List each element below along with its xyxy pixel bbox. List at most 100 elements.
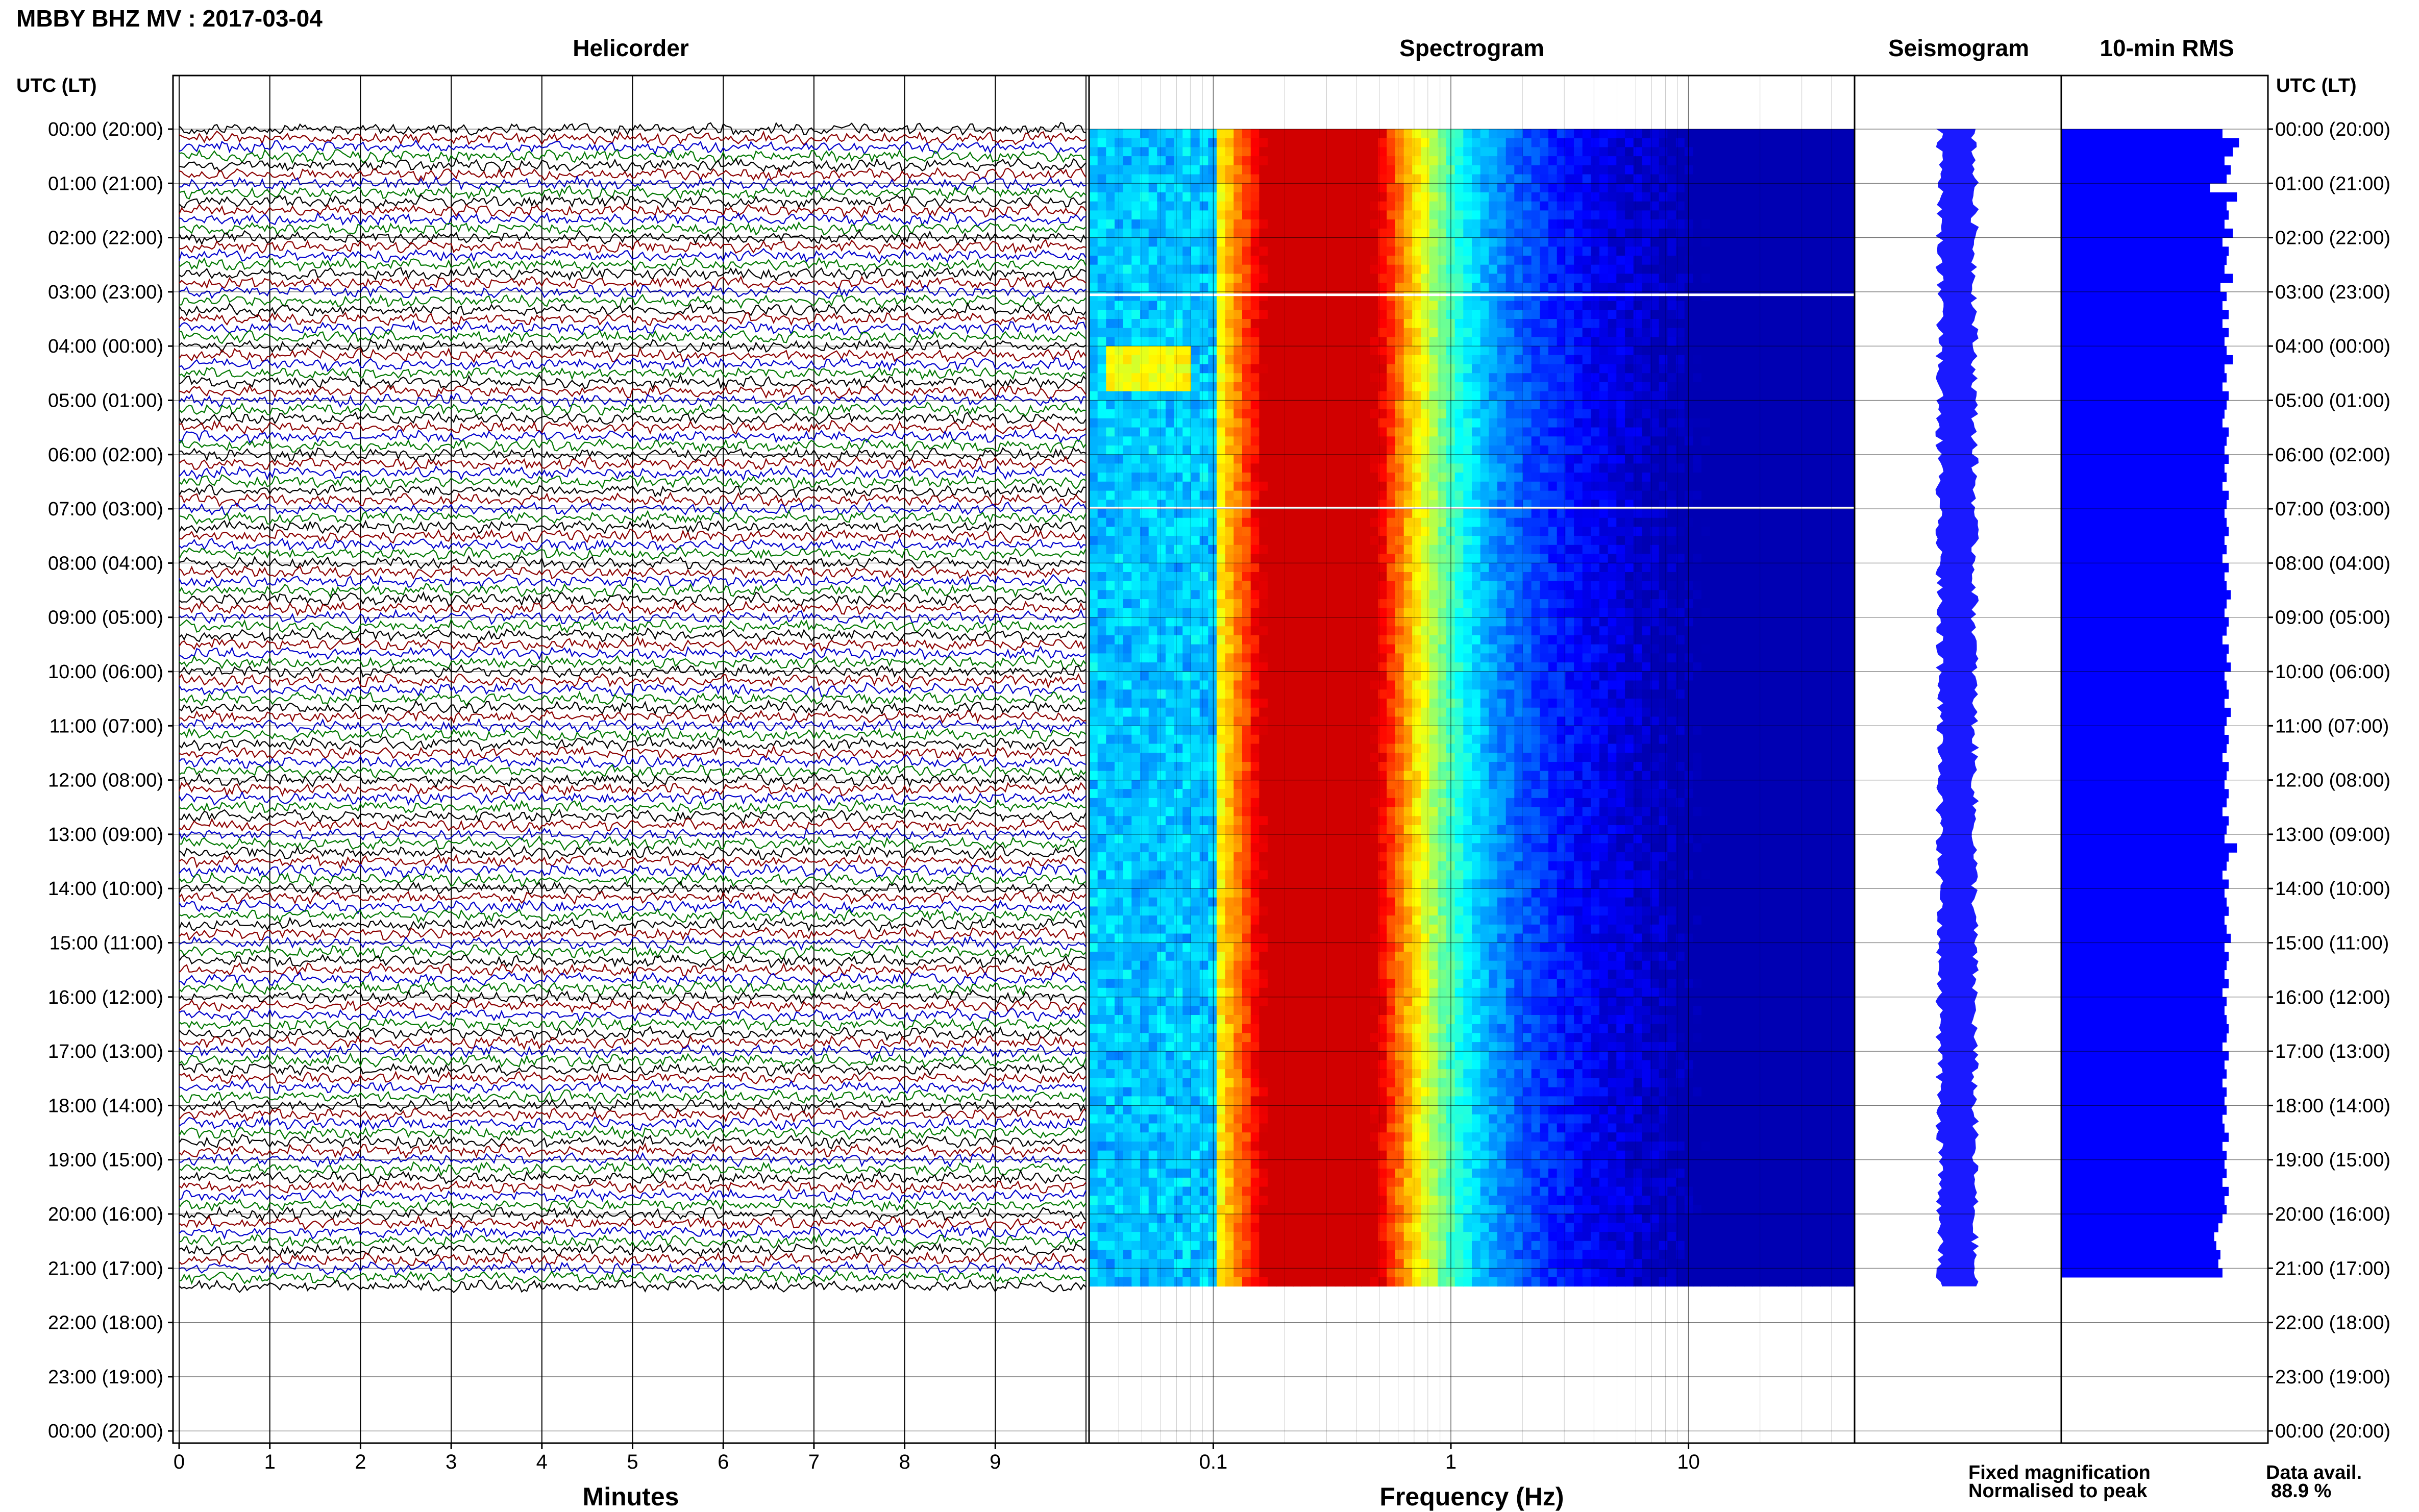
spectrogram-cell xyxy=(1131,373,1141,383)
spectrogram-cell xyxy=(1225,635,1235,645)
spectrogram-cell xyxy=(1199,310,1209,319)
spectrogram-cell xyxy=(1370,906,1379,916)
spectrogram-cell xyxy=(1276,807,1286,816)
spectrogram-cell xyxy=(1123,517,1132,528)
spectrogram-cell xyxy=(1310,888,1319,898)
spectrogram-cell xyxy=(1225,897,1235,907)
spectrogram-cell xyxy=(1361,1223,1370,1232)
spectrogram-cell xyxy=(1140,807,1149,816)
spectrogram-cell xyxy=(1148,933,1158,943)
spectrogram-cell xyxy=(1370,544,1379,555)
spectrogram-cell xyxy=(1344,1096,1353,1106)
spectrogram-cell xyxy=(1301,590,1311,600)
spectrogram-cell xyxy=(1157,1096,1166,1106)
spectrogram-cell xyxy=(1301,527,1311,536)
spectrogram-cell xyxy=(1148,201,1158,211)
spectrogram-cell xyxy=(1089,1087,1098,1097)
spectrogram-cell xyxy=(1352,283,1362,292)
helicorder-trace xyxy=(179,1197,1087,1213)
spectrogram-cell xyxy=(1131,644,1141,654)
spectrogram-cell xyxy=(1174,870,1183,880)
spectrogram-cell xyxy=(1225,762,1235,772)
spectrogram-cell xyxy=(1208,680,1217,690)
spectrogram-cell xyxy=(1276,879,1286,889)
spectrogram-cell xyxy=(1293,626,1302,636)
spectrogram-cell xyxy=(1344,1006,1353,1015)
spectrogram-cell xyxy=(1378,789,1388,799)
spectrogram-cell xyxy=(1378,174,1388,184)
spectrogram-cell xyxy=(1131,1114,1141,1124)
spectrogram-cell xyxy=(1378,915,1388,925)
spectrogram-cell xyxy=(1106,888,1115,898)
spectrogram-cell xyxy=(1378,843,1388,853)
spectrogram-cell xyxy=(1199,943,1209,952)
spectrogram-cell xyxy=(1115,870,1124,880)
spectrogram-cell xyxy=(1148,1250,1158,1259)
spectrogram-cell xyxy=(1395,346,1404,356)
spectrogram-cell xyxy=(1395,1123,1404,1133)
spectrogram-cell xyxy=(1285,264,1294,275)
spectrogram-cell xyxy=(1259,1186,1268,1196)
spectrogram-cell xyxy=(1336,1024,1345,1034)
spectrogram-cell xyxy=(1276,1142,1286,1151)
spectrogram-cell xyxy=(1319,798,1328,808)
spectrogram-cell xyxy=(1157,915,1166,925)
spectrogram-cell xyxy=(1225,246,1235,256)
spectrogram-cell xyxy=(1285,147,1294,157)
spectrogram-cell xyxy=(1310,1069,1319,1079)
spectrogram-cell xyxy=(1242,1087,1251,1097)
spectrogram-cell xyxy=(1387,536,1396,546)
spectrogram-cell xyxy=(1352,671,1362,681)
spectrogram-cell xyxy=(1225,1096,1235,1106)
spectrogram-cell xyxy=(1361,617,1370,627)
spectrogram-cell xyxy=(1182,689,1192,699)
spectrogram-cell xyxy=(1174,527,1183,536)
spectrogram-cell xyxy=(1276,147,1286,157)
spectrogram-cell xyxy=(1285,1169,1294,1178)
spectrogram-cell xyxy=(1259,1006,1268,1015)
spectrogram-cell xyxy=(1166,952,1175,961)
spectrogram-cell xyxy=(1395,888,1404,898)
spectrogram-cell xyxy=(1225,780,1235,789)
spectrogram-cell xyxy=(1123,590,1132,600)
spectrogram-cell xyxy=(1208,1268,1217,1278)
spectrogram-cell xyxy=(1182,1105,1192,1115)
spectrogram-cell xyxy=(1199,608,1209,618)
spectrogram-cell xyxy=(1352,418,1362,428)
spectrogram-cell xyxy=(1327,1033,1337,1043)
spectrogram-cell xyxy=(1403,1069,1413,1079)
spectrogram-cell xyxy=(1259,210,1268,220)
spectrogram-cell xyxy=(1293,1042,1302,1052)
spectrogram-cell xyxy=(1344,1213,1353,1224)
spectrogram-cell xyxy=(1352,274,1362,283)
spectrogram-cell xyxy=(1115,1250,1124,1259)
spectrogram-cell xyxy=(1310,473,1319,482)
spectrogram-cell xyxy=(1208,473,1217,482)
spectrogram-cell xyxy=(1174,183,1183,193)
spectrogram-cell xyxy=(1250,1150,1260,1160)
spectrogram-cell xyxy=(1250,228,1260,238)
spectrogram-cell xyxy=(1293,734,1302,745)
spectrogram-cell xyxy=(1259,1142,1268,1151)
helicorder-trace xyxy=(179,401,1087,417)
spectrogram-cell xyxy=(1191,780,1200,789)
spectrogram-cell xyxy=(1140,1087,1149,1097)
spectrogram-cell xyxy=(1242,355,1251,365)
spectrogram-cell xyxy=(1310,924,1319,934)
spectrogram-cell xyxy=(1378,183,1388,193)
spectrogram-cell xyxy=(1336,237,1345,247)
spectrogram-cell xyxy=(1115,1123,1124,1133)
spectrogram-cell xyxy=(1276,337,1286,346)
spectrogram-cell xyxy=(1242,1159,1251,1169)
spectrogram-cell xyxy=(1123,626,1132,636)
spectrogram-cell xyxy=(1115,1006,1124,1015)
spectrogram-cell xyxy=(1106,1123,1115,1133)
spectrogram-cell xyxy=(1225,979,1235,988)
spectrogram-cell xyxy=(1310,716,1319,726)
spectrogram-cell xyxy=(1403,798,1413,808)
spectrogram-cell xyxy=(1182,400,1192,410)
spectrogram-cell xyxy=(1208,490,1217,501)
spectrogram-cell xyxy=(1370,1196,1379,1205)
spectrogram-cell xyxy=(1259,608,1268,618)
spectrogram-cell xyxy=(1097,590,1107,600)
